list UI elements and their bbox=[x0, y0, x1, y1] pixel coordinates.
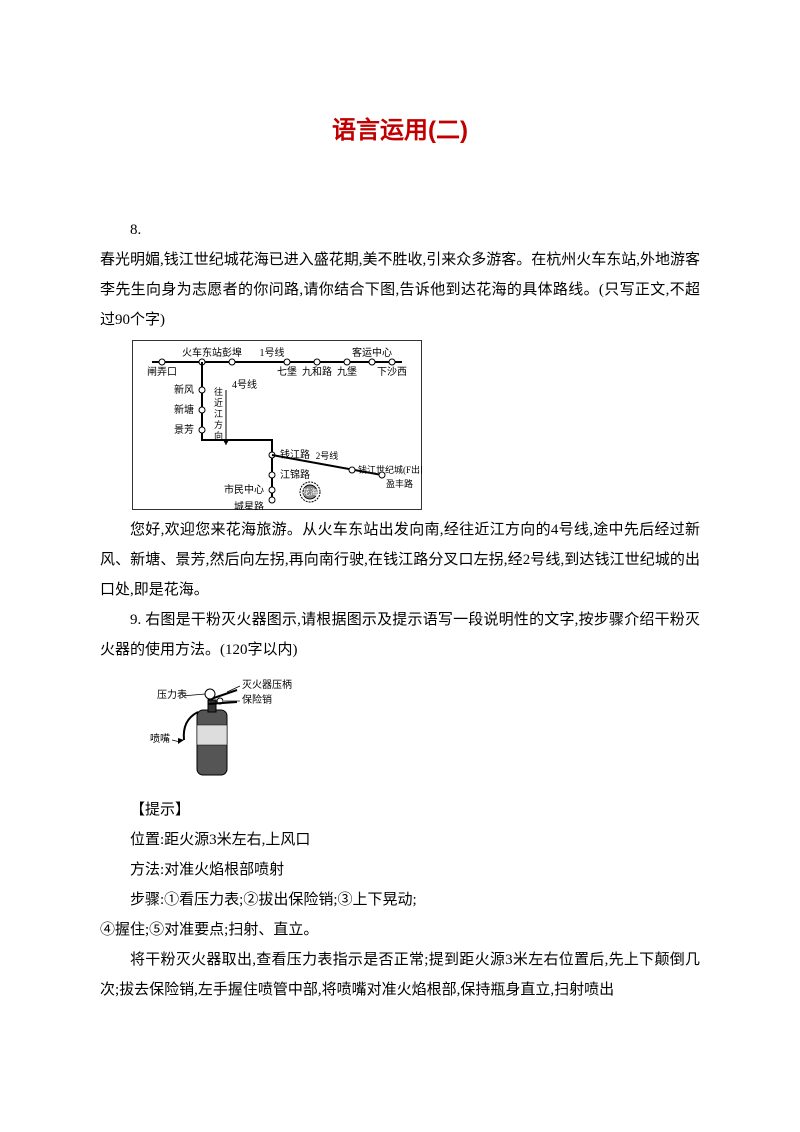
svg-text:闸弄口: 闸弄口 bbox=[147, 365, 177, 378]
svg-text:灭火器压柄: 灭火器压柄 bbox=[242, 678, 292, 691]
q9-intro: 9. 右图是干粉灭火器图示,请根据图示及提示语写一段说明性的文字,按步骤介绍干粉… bbox=[100, 605, 700, 665]
svg-text:七堡: 七堡 bbox=[277, 365, 297, 378]
svg-text:2号线: 2号线 bbox=[316, 450, 339, 461]
q8-answer: 您好,欢迎您来花海旅游。从火车东站出发向南,经往近江方向的4号线,途中先后经过新… bbox=[100, 515, 700, 605]
extinguisher-diagram: 压力表 灭火器压柄保险销喷嘴 bbox=[100, 665, 700, 795]
svg-text:九堡: 九堡 bbox=[337, 365, 357, 378]
metro-map: 闸弄口火车东站彭埠1号线七堡九和路九堡客运中心下沙西新风新塘景芳钱江路江锦路市民… bbox=[100, 335, 700, 515]
svg-text:江锦路: 江锦路 bbox=[280, 468, 310, 481]
svg-text:火车东站: 火车东站 bbox=[182, 346, 222, 359]
svg-text:方: 方 bbox=[214, 419, 223, 430]
svg-text:1号线: 1号线 bbox=[260, 346, 285, 359]
svg-text:九和路: 九和路 bbox=[302, 365, 332, 378]
svg-text:压力表: 压力表 bbox=[157, 688, 187, 701]
tip-2: 方法:对准火焰根部喷射 bbox=[100, 855, 700, 885]
svg-text:钱江世纪城(F出口): 钱江世纪城(F出口) bbox=[358, 464, 422, 475]
svg-text:保险销: 保险销 bbox=[242, 693, 272, 706]
svg-text:景芳: 景芳 bbox=[174, 423, 194, 436]
tip-cont: ④握住;⑤对准要点;扫射、直立。 bbox=[100, 915, 700, 945]
svg-text:盈丰路: 盈丰路 bbox=[386, 478, 413, 489]
svg-text:4号线: 4号线 bbox=[232, 378, 257, 391]
tips-header: 【提示】 bbox=[100, 795, 700, 825]
svg-text:彭埠: 彭埠 bbox=[222, 346, 242, 359]
svg-text:往: 往 bbox=[214, 386, 223, 397]
svg-text:客运中心: 客运中心 bbox=[352, 346, 392, 359]
q8-body: 春光明媚,钱江世纪城花海已进入盛花期,美不胜收,引来众多游客。在杭州火车东站,外… bbox=[100, 245, 700, 335]
tip-3: 步骤:①看压力表;②拔出保险销;③上下晃动; bbox=[100, 885, 700, 915]
svg-text:新风: 新风 bbox=[174, 383, 194, 396]
svg-text:江: 江 bbox=[214, 409, 223, 419]
svg-text:喷嘴: 喷嘴 bbox=[150, 733, 170, 745]
svg-text:下沙西: 下沙西 bbox=[377, 366, 407, 378]
svg-text:向: 向 bbox=[214, 430, 223, 441]
page-title: 语言运用(二) bbox=[100, 110, 700, 145]
svg-text:近: 近 bbox=[214, 397, 223, 408]
svg-text:花海: 花海 bbox=[302, 487, 318, 497]
q9-answer: 将干粉灭火器取出,查看压力表指示是否正常;提到距火源3米左右位置后,先上下颠倒几… bbox=[100, 945, 700, 1005]
q8-number: 8. bbox=[100, 215, 700, 245]
tip-1: 位置:距火源3米左右,上风口 bbox=[100, 825, 700, 855]
svg-text:新塘: 新塘 bbox=[174, 403, 194, 416]
svg-text:城星路: 城星路 bbox=[234, 500, 264, 510]
svg-text:市民中心: 市民中心 bbox=[224, 483, 264, 496]
